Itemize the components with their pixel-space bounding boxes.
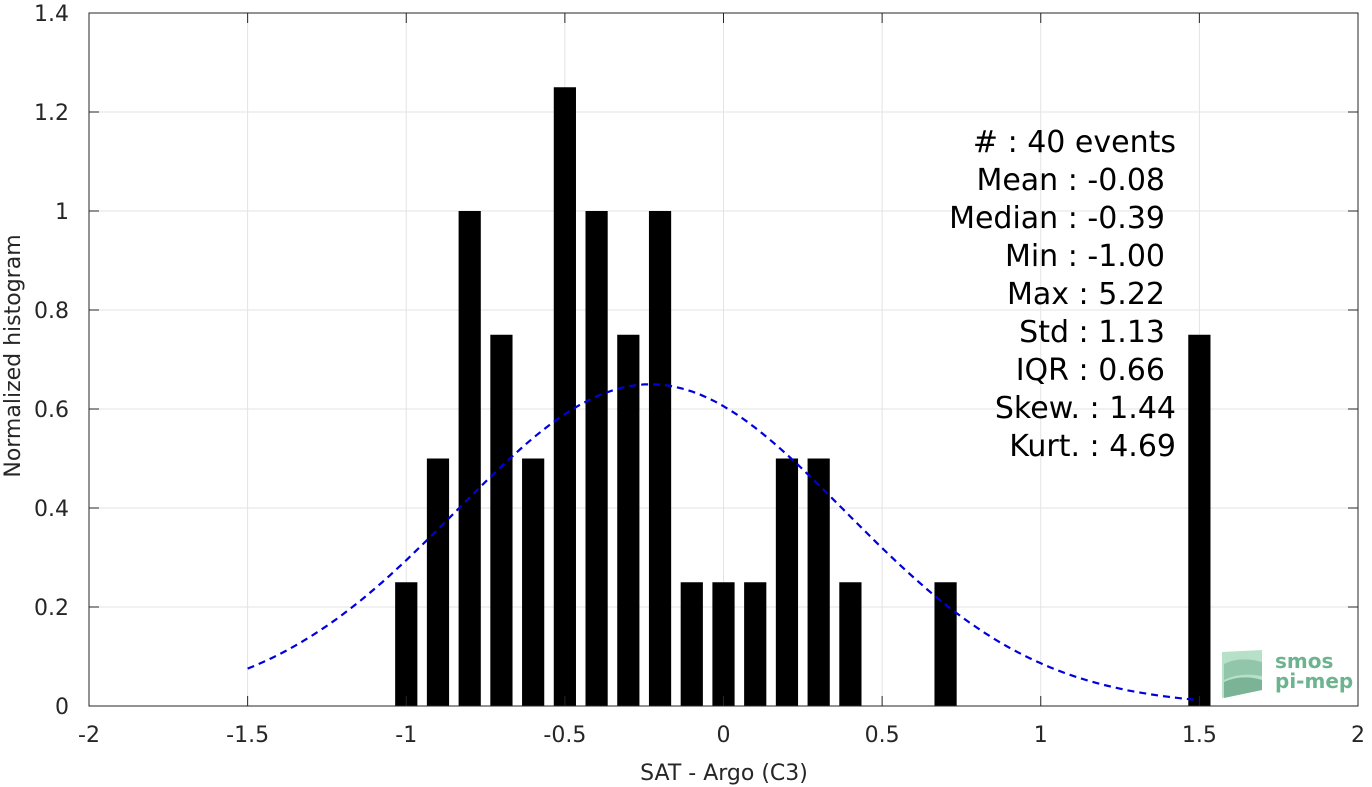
logo-text-pimep: pi-mep bbox=[1275, 669, 1353, 693]
histogram-bar bbox=[839, 582, 862, 706]
x-tick-label: 0.5 bbox=[865, 723, 900, 748]
histogram-bar bbox=[934, 582, 957, 706]
histogram-bars bbox=[395, 87, 1211, 706]
stat-kurt: Kurt. : 4.69 bbox=[1009, 429, 1176, 464]
y-tick-label: 1.2 bbox=[34, 101, 69, 126]
stats-box: # : 40 events Mean : -0.08 Median : -0.3… bbox=[949, 125, 1176, 464]
gaussian-fit-curve bbox=[247, 383, 1200, 702]
x-tick-label: 0 bbox=[717, 723, 731, 748]
y-axis-title: Normalized histogram bbox=[1, 234, 26, 477]
smos-pimep-logo: smos pi-mep bbox=[1222, 649, 1353, 698]
histogram-bar bbox=[553, 87, 576, 706]
stat-skew: Skew. : 1.44 bbox=[995, 391, 1176, 426]
stat-min: Min : -1.00 bbox=[1005, 239, 1165, 274]
histogram-bar bbox=[712, 582, 735, 706]
histogram-bar bbox=[426, 458, 450, 706]
stat-mean: Mean : -0.08 bbox=[976, 163, 1165, 198]
x-tick-labels: -2 -1.5 -1 -0.5 0 0.5 1 1.5 2 bbox=[78, 723, 1365, 748]
histogram-bar bbox=[617, 334, 640, 706]
x-axis-title: SAT - Argo (C3) bbox=[640, 761, 808, 786]
histogram-bar bbox=[490, 334, 513, 706]
histogram-bar bbox=[680, 582, 703, 706]
x-tick-label: 1.5 bbox=[1182, 723, 1217, 748]
stat-max: Max : 5.22 bbox=[1007, 277, 1165, 312]
y-tick-label: 0.2 bbox=[34, 596, 69, 621]
x-tick-label: -1 bbox=[395, 723, 417, 748]
histogram-bar bbox=[744, 582, 767, 706]
y-tick-label: 0.8 bbox=[34, 299, 69, 324]
histogram-bar bbox=[1188, 334, 1211, 706]
histogram-bar bbox=[458, 211, 481, 706]
histogram-bar bbox=[807, 458, 830, 706]
x-tick-label: -2 bbox=[78, 723, 100, 748]
stat-std: Std : 1.13 bbox=[1019, 315, 1165, 350]
y-tick-labels: 0 0.2 0.4 0.6 0.8 1 1.2 1.4 bbox=[34, 2, 69, 720]
histogram-bar bbox=[585, 211, 608, 706]
y-tick-label: 0.4 bbox=[34, 497, 69, 522]
stat-iqr: IQR : 0.66 bbox=[1016, 353, 1165, 388]
x-tick-label: -0.5 bbox=[543, 723, 586, 748]
histogram-bar bbox=[648, 211, 672, 706]
y-tick-label: 0 bbox=[55, 695, 69, 720]
stat-median: Median : -0.39 bbox=[949, 201, 1165, 236]
logo-text-smos: smos bbox=[1275, 649, 1333, 673]
x-tick-label: -1.5 bbox=[226, 723, 269, 748]
stat-count: # : 40 events bbox=[973, 125, 1176, 160]
histogram-bar bbox=[395, 582, 418, 706]
y-tick-label: 1 bbox=[55, 200, 69, 225]
axis-ticks bbox=[88, 12, 1359, 707]
logo-wave-icon bbox=[1222, 650, 1262, 698]
histogram-bar bbox=[522, 458, 545, 706]
y-tick-label: 1.4 bbox=[34, 2, 69, 27]
histogram-bar bbox=[775, 458, 799, 706]
y-tick-label: 0.6 bbox=[34, 398, 69, 423]
x-tick-label: 1 bbox=[1034, 723, 1048, 748]
x-tick-label: 2 bbox=[1351, 723, 1365, 748]
